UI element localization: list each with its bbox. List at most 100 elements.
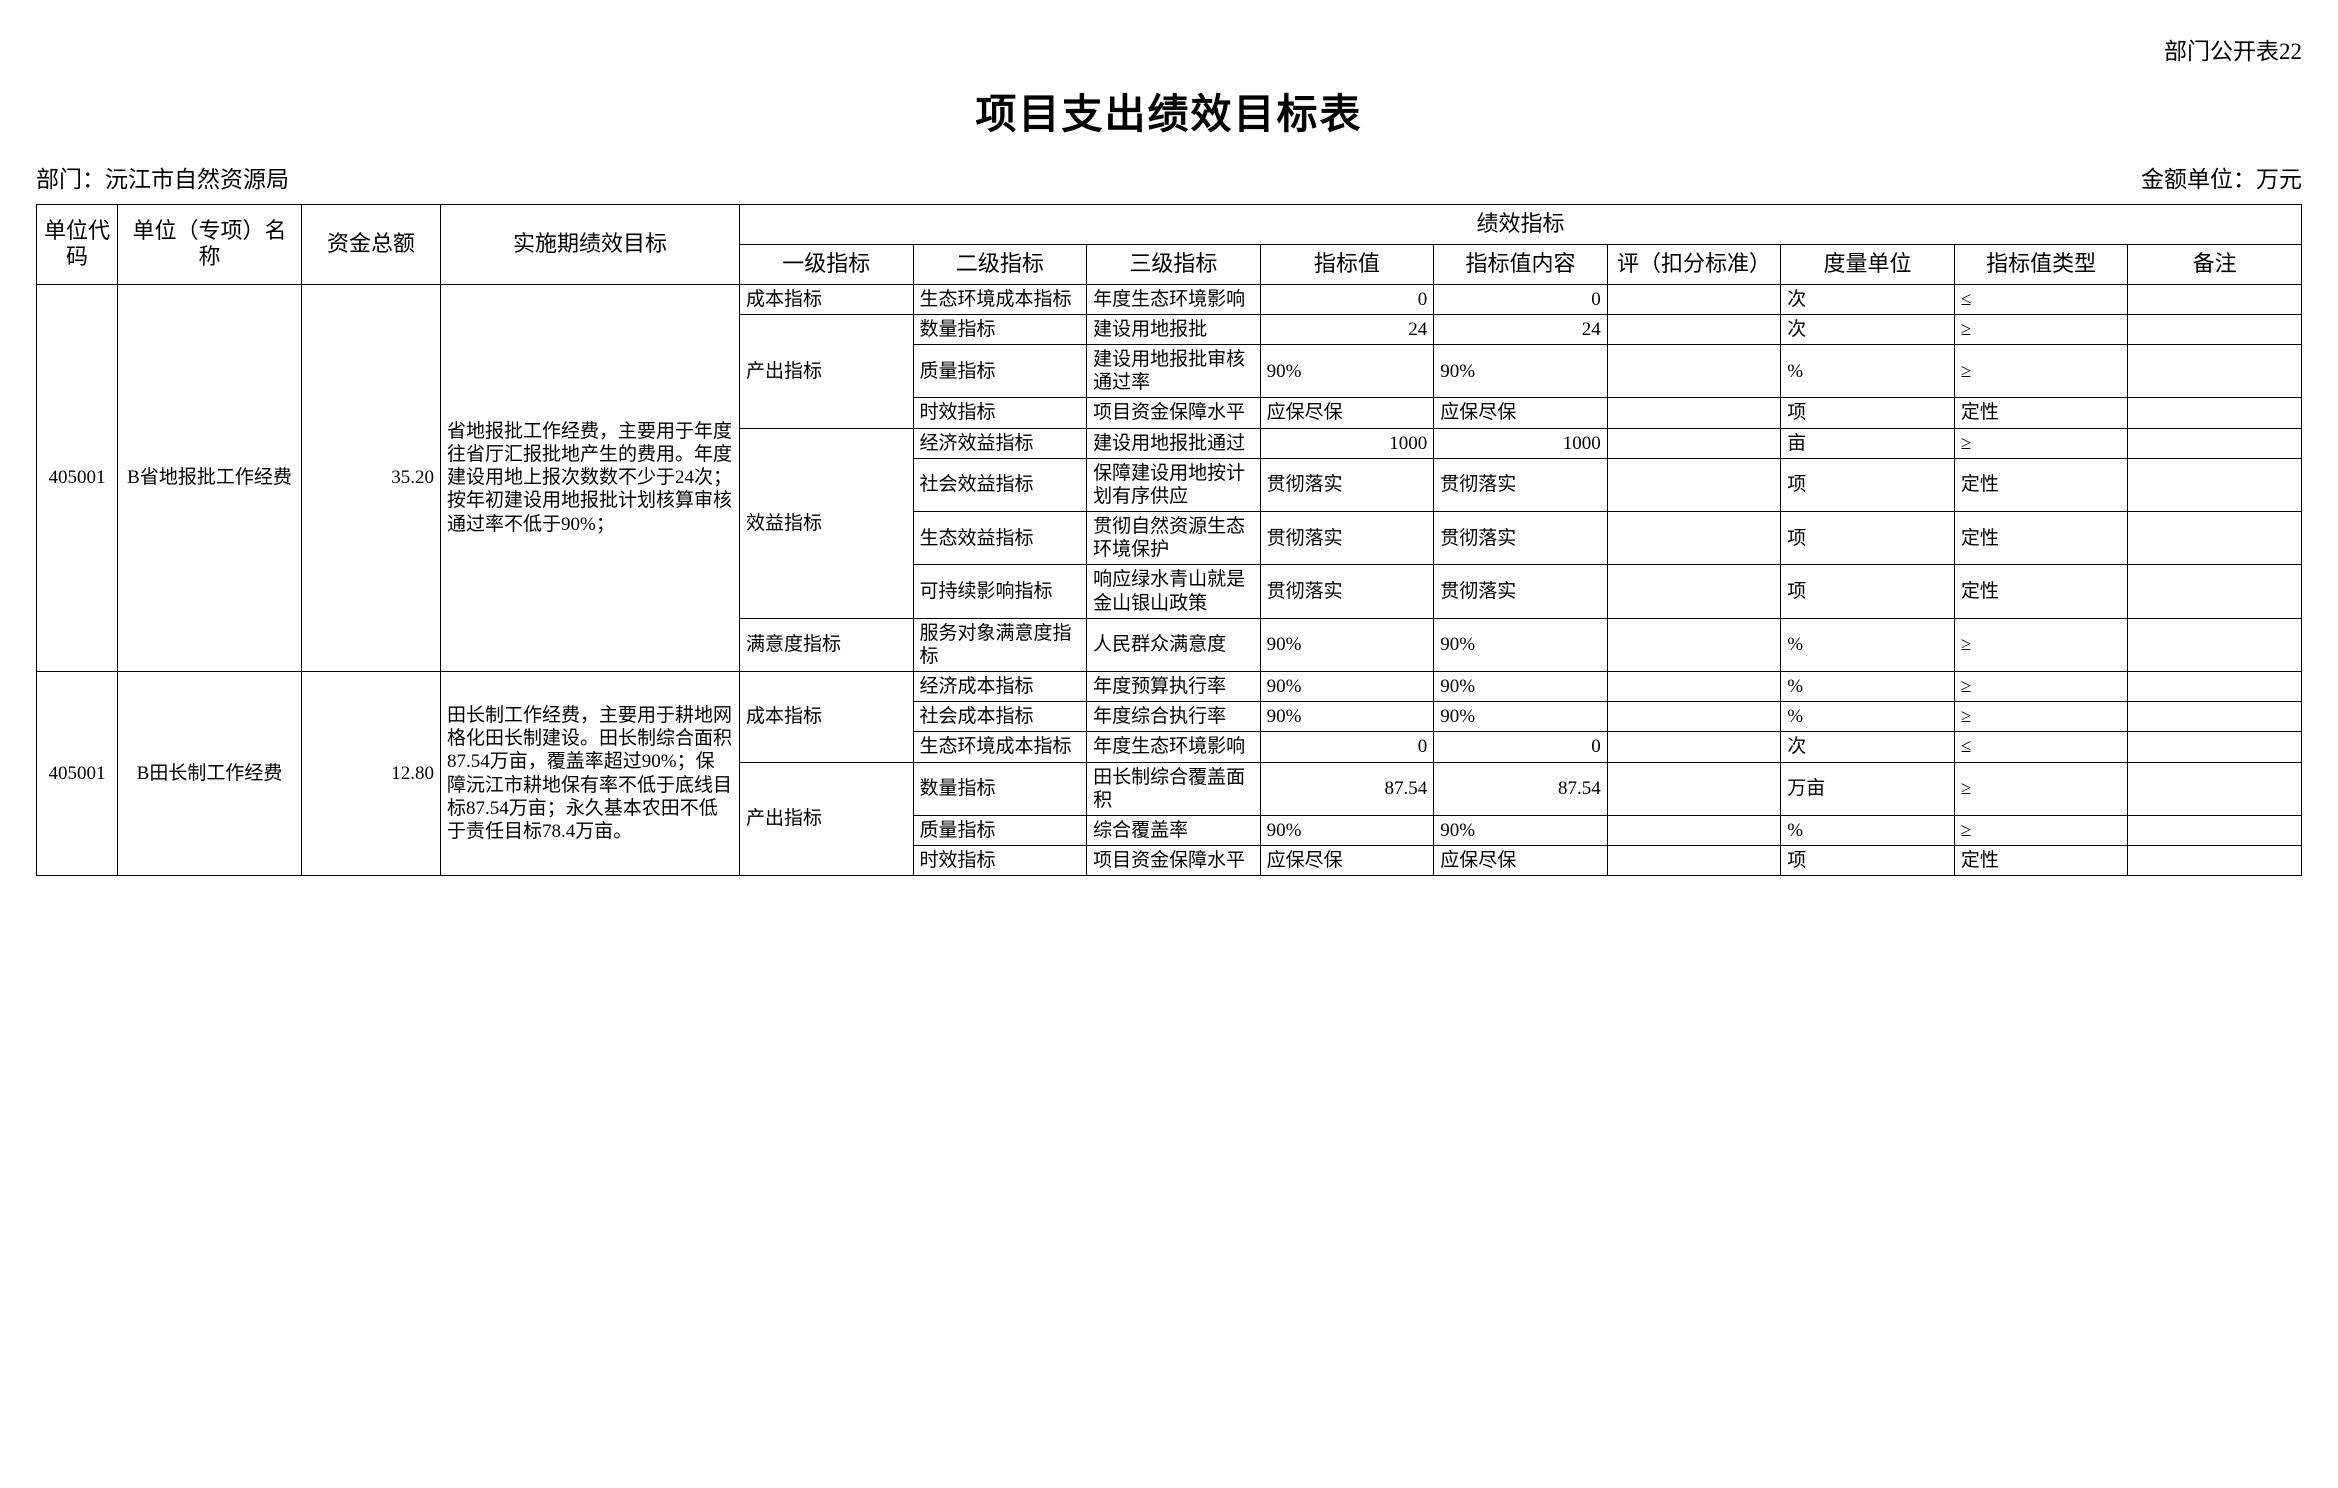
header-row-1: 单位代码 单位（专项）名称 资金总额 实施期绩效目标 绩效指标 bbox=[36, 204, 2302, 285]
table-row: 时效指标 项目资金保障水平 应保尽保 应保尽保项定性 bbox=[37, 397, 2302, 429]
table-row: 405001 B省地报批工作经费 35.20 省地报批工作经费，主要用于年度往省厅汇报… bbox=[36, 283, 2302, 673]
cell-level1-indicator: 产出指标 bbox=[739, 313, 914, 429]
cell-unit-code: 405001 bbox=[36, 283, 118, 673]
cell-level2-indicator: 质量指标 bbox=[912, 343, 1088, 399]
table-row: 生态环境成本指标 年度生态环境影响 0 0 次 ≤ bbox=[37, 731, 2302, 763]
cell-remark bbox=[2127, 283, 2302, 315]
cell-indicator-value-content: 1000 bbox=[1433, 427, 1608, 459]
cell-level2-indicator: 服务对象满意度指标 bbox=[912, 617, 1088, 673]
cell-level3-indicator: 建设用地报批 bbox=[1086, 313, 1261, 346]
cell-measure-unit: % bbox=[1780, 814, 1955, 847]
cell-score-standard bbox=[1606, 731, 1782, 763]
cell-indicator-value-content: 贯彻落实 bbox=[1433, 457, 1608, 513]
cell-unit-name: B省地报批工作经费 bbox=[117, 283, 302, 673]
table-row: 质量指标 综合覆盖率 90% 90%% ≥ bbox=[37, 814, 2302, 847]
cell-indicator-value: 90% bbox=[1259, 701, 1435, 733]
cell-remark bbox=[2127, 457, 2302, 513]
cell-remark bbox=[2127, 761, 2302, 816]
cell-indicator-value: 90% bbox=[1259, 814, 1435, 847]
cell-indicator-value-content: 90% bbox=[1433, 343, 1608, 399]
cell-level3-indicator: 年度预算执行率 bbox=[1086, 671, 1261, 703]
cell-level2-indicator: 数量指标 bbox=[912, 313, 1088, 346]
cell-indicator-value-content: 贯彻落实 bbox=[1433, 564, 1608, 619]
cell-level1-indicator: 效益指标 bbox=[739, 427, 914, 619]
cell-level2-indicator: 时效指标 bbox=[912, 397, 1088, 429]
cell-remark bbox=[2127, 343, 2302, 399]
cell-level2-indicator: 社会效益指标 bbox=[912, 457, 1088, 513]
table-row: 社会成本指标 年度综合执行率 90% 90%% ≥ bbox=[37, 701, 2302, 733]
col-header-measure-unit: 度量单位 bbox=[1780, 243, 1955, 285]
cell-level1-indicator: 成本指标 bbox=[739, 671, 914, 763]
cell-level2-indicator: 数量指标 bbox=[912, 761, 1088, 816]
cell-indicator-value-content: 0 bbox=[1433, 283, 1608, 315]
cell-level2-indicator: 经济效益指标 bbox=[912, 427, 1088, 459]
cell-measure-unit: % bbox=[1780, 701, 1955, 733]
cell-total-amount: 12.80 bbox=[301, 671, 441, 877]
cell-indicator-value-content: 90% bbox=[1433, 617, 1608, 673]
cell-value-type: ≤ bbox=[1953, 283, 2129, 315]
cell-level3-indicator: 贯彻自然资源生态环境保护 bbox=[1086, 511, 1261, 566]
cell-value-type: ≥ bbox=[1953, 427, 2129, 459]
cell-score-standard bbox=[1606, 313, 1782, 346]
cell-indicator-value: 90% bbox=[1259, 617, 1435, 673]
cell-indicator-value-content: 贯彻落实 bbox=[1433, 511, 1608, 566]
cell-measure-unit: % bbox=[1780, 617, 1955, 673]
performance-goals-table: 单位代码 单位（专项）名称 资金总额 实施期绩效目标 绩效指标 一级指标 二级指… bbox=[36, 204, 2302, 877]
cell-level3-indicator: 建设用地报批审核通过率 bbox=[1086, 343, 1261, 399]
cell-level2-indicator: 社会成本指标 bbox=[912, 701, 1088, 733]
cell-level2-indicator: 质量指标 bbox=[912, 814, 1088, 847]
col-header-unit-code: 单位代码 bbox=[36, 204, 118, 285]
cell-measure-unit: 项 bbox=[1780, 511, 1955, 566]
col-header-value: 指标值 bbox=[1259, 243, 1435, 285]
cell-score-standard bbox=[1606, 283, 1782, 315]
cell-value-type: 定性 bbox=[1953, 457, 2129, 513]
cell-measure-unit: 次 bbox=[1780, 731, 1955, 763]
cell-level1-indicator: 产出指标 bbox=[739, 761, 914, 877]
cell-indicator-value: 90% bbox=[1259, 343, 1435, 399]
cell-remark bbox=[2127, 617, 2302, 673]
cell-level2-indicator: 生态环境成本指标 bbox=[912, 283, 1088, 315]
cell-indicator-value-content: 24 bbox=[1433, 313, 1608, 346]
cell-value-type: ≤ bbox=[1953, 731, 2129, 763]
cell-remark bbox=[2127, 731, 2302, 763]
cell-level2-indicator: 生态环境成本指标 bbox=[912, 731, 1088, 763]
cell-indicator-value-content: 90% bbox=[1433, 814, 1608, 847]
cell-score-standard bbox=[1606, 343, 1782, 399]
col-header-level2: 二级指标 bbox=[912, 243, 1088, 285]
cell-level1-indicator: 成本指标 bbox=[739, 283, 914, 315]
cell-measure-unit: 项 bbox=[1780, 457, 1955, 513]
cell-indicator-value: 87.54 bbox=[1259, 761, 1435, 816]
cell-indicator-value: 1000 bbox=[1259, 427, 1435, 459]
col-header-total-amount: 资金总额 bbox=[301, 204, 441, 285]
cell-measure-unit: 亩 bbox=[1780, 427, 1955, 459]
cell-indicator-value-content: 应保尽保 bbox=[1433, 397, 1608, 429]
table-row: 时效指标 项目资金保障水平 应保尽保 应保尽保项定性 bbox=[37, 845, 2302, 877]
cell-score-standard bbox=[1606, 671, 1782, 703]
cell-indicator-value-content: 87.54 bbox=[1433, 761, 1608, 816]
cell-measure-unit: 次 bbox=[1780, 283, 1955, 315]
table-row: 满意度指标 服务对象满意度指标 人民群众满意度 90% 90%% ≥ bbox=[37, 617, 2302, 673]
cell-remark bbox=[2127, 845, 2302, 877]
table-row: 产出指标 数量指标 田长制综合覆盖面积 87.54 87.54 万亩 ≥ bbox=[37, 761, 2302, 877]
cell-remark bbox=[2127, 671, 2302, 703]
cell-level3-indicator: 人民群众满意度 bbox=[1086, 617, 1261, 673]
cell-value-type: ≥ bbox=[1953, 761, 2129, 816]
cell-remark bbox=[2127, 397, 2302, 429]
col-header-score-standard: 评（扣分标准） bbox=[1606, 243, 1782, 285]
cell-value-type: ≥ bbox=[1953, 701, 2129, 733]
cell-indicator-value: 应保尽保 bbox=[1259, 397, 1435, 429]
cell-value-type: 定性 bbox=[1953, 845, 2129, 877]
cell-level2-indicator: 可持续影响指标 bbox=[912, 564, 1088, 619]
cell-level3-indicator: 项目资金保障水平 bbox=[1086, 397, 1261, 429]
col-header-level3: 三级指标 bbox=[1086, 243, 1261, 285]
cell-unit-name: B田长制工作经费 bbox=[117, 671, 302, 877]
cell-indicator-value-content: 应保尽保 bbox=[1433, 845, 1608, 877]
cell-indicator-value: 0 bbox=[1259, 731, 1435, 763]
cell-remark bbox=[2127, 814, 2302, 847]
cell-score-standard bbox=[1606, 427, 1782, 459]
cell-level3-indicator: 年度生态环境影响 bbox=[1086, 731, 1261, 763]
table-row: 产出指标 数量指标 建设用地报批 24 24 次 ≥ bbox=[37, 313, 2302, 429]
cell-value-type: ≥ bbox=[1953, 313, 2129, 346]
cell-value-type: ≥ bbox=[1953, 671, 2129, 703]
cell-indicator-value: 贯彻落实 bbox=[1259, 564, 1435, 619]
